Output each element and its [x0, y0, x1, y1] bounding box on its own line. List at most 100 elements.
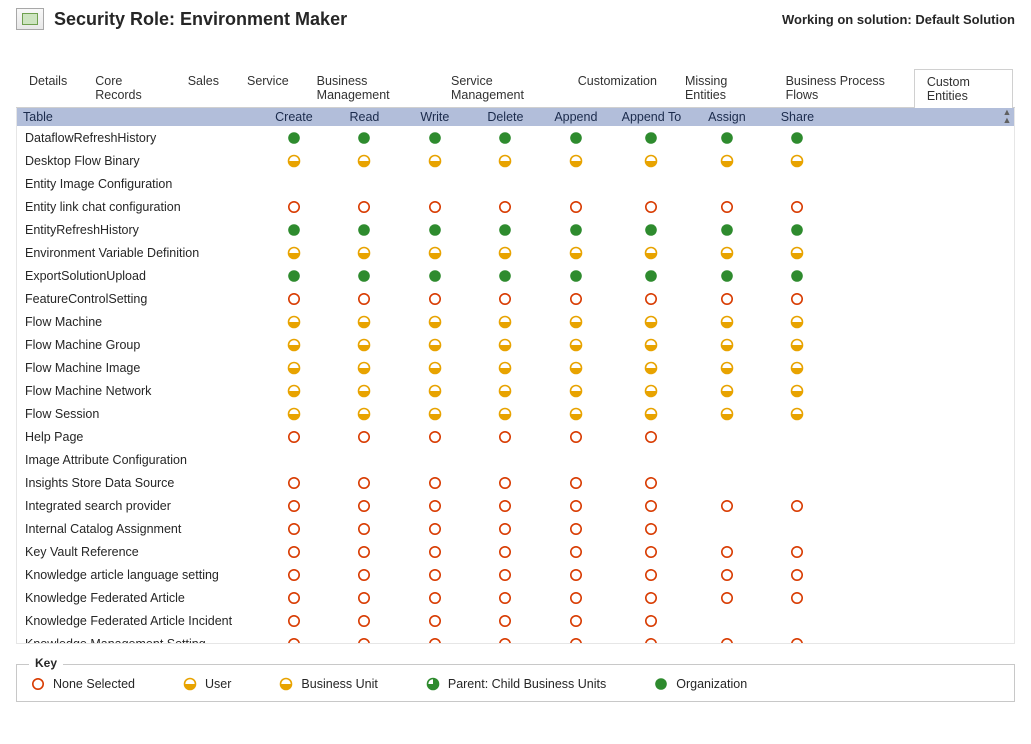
perm-cell[interactable] — [329, 632, 399, 643]
perm-cell[interactable] — [470, 356, 540, 379]
perm-cell[interactable] — [259, 471, 329, 494]
perm-cell[interactable] — [611, 402, 692, 425]
perm-cell[interactable] — [611, 563, 692, 586]
perm-cell[interactable] — [541, 241, 611, 264]
perm-cell[interactable] — [762, 402, 832, 425]
perm-cell[interactable] — [762, 632, 832, 643]
perm-cell[interactable] — [259, 333, 329, 356]
perm-cell[interactable] — [762, 540, 832, 563]
perm-cell[interactable] — [259, 563, 329, 586]
perm-cell[interactable] — [329, 586, 399, 609]
perm-cell[interactable] — [470, 333, 540, 356]
perm-cell[interactable] — [692, 494, 762, 517]
perm-cell[interactable] — [541, 149, 611, 172]
perm-cell[interactable] — [762, 586, 832, 609]
perm-cell[interactable] — [259, 632, 329, 643]
perm-cell[interactable] — [470, 149, 540, 172]
perm-cell[interactable] — [470, 494, 540, 517]
column-header-table[interactable]: Table — [17, 108, 259, 126]
perm-cell[interactable] — [541, 586, 611, 609]
perm-cell[interactable] — [541, 287, 611, 310]
perm-cell[interactable] — [329, 126, 399, 149]
perm-cell[interactable] — [541, 517, 611, 540]
perm-cell[interactable] — [541, 126, 611, 149]
perm-cell[interactable] — [400, 609, 470, 632]
perm-cell[interactable] — [470, 287, 540, 310]
perm-cell[interactable] — [259, 494, 329, 517]
perm-cell[interactable] — [470, 402, 540, 425]
perm-cell[interactable] — [611, 126, 692, 149]
perm-cell[interactable] — [611, 310, 692, 333]
perm-cell[interactable] — [692, 333, 762, 356]
perm-cell[interactable] — [259, 310, 329, 333]
perm-cell[interactable] — [762, 264, 832, 287]
perm-cell[interactable] — [400, 471, 470, 494]
perm-cell[interactable] — [400, 310, 470, 333]
perm-cell[interactable] — [692, 218, 762, 241]
perm-cell[interactable] — [762, 149, 832, 172]
perm-cell[interactable] — [541, 563, 611, 586]
perm-cell[interactable] — [611, 264, 692, 287]
perm-cell[interactable] — [400, 195, 470, 218]
perm-cell[interactable] — [259, 517, 329, 540]
perm-cell[interactable] — [329, 402, 399, 425]
perm-cell[interactable] — [470, 609, 540, 632]
perm-cell[interactable] — [470, 517, 540, 540]
perm-cell[interactable] — [400, 126, 470, 149]
perm-cell[interactable] — [400, 540, 470, 563]
perm-cell[interactable] — [692, 379, 762, 402]
column-header-append[interactable]: Append — [541, 108, 611, 126]
perm-cell[interactable] — [470, 218, 540, 241]
perm-cell[interactable] — [470, 586, 540, 609]
perm-cell[interactable] — [611, 149, 692, 172]
perm-cell[interactable] — [470, 264, 540, 287]
perm-cell[interactable] — [329, 379, 399, 402]
perm-cell[interactable] — [400, 632, 470, 643]
perm-cell[interactable] — [329, 425, 399, 448]
perm-cell[interactable] — [541, 632, 611, 643]
perm-cell[interactable] — [611, 540, 692, 563]
perm-cell[interactable] — [762, 494, 832, 517]
column-header-read[interactable]: Read — [329, 108, 399, 126]
perm-cell[interactable] — [400, 517, 470, 540]
perm-cell[interactable] — [329, 333, 399, 356]
perm-cell[interactable] — [400, 241, 470, 264]
perm-cell[interactable] — [400, 586, 470, 609]
perm-cell[interactable] — [329, 287, 399, 310]
perm-cell[interactable] — [692, 287, 762, 310]
perm-cell[interactable] — [611, 379, 692, 402]
perm-cell[interactable] — [259, 402, 329, 425]
perm-cell[interactable] — [259, 425, 329, 448]
perm-cell[interactable] — [400, 494, 470, 517]
perm-cell[interactable] — [541, 356, 611, 379]
perm-cell[interactable] — [611, 287, 692, 310]
perm-cell[interactable] — [259, 287, 329, 310]
perm-cell[interactable] — [329, 195, 399, 218]
perm-cell[interactable] — [259, 264, 329, 287]
column-header-delete[interactable]: Delete — [470, 108, 540, 126]
tab-core-records[interactable]: Core Records — [82, 68, 172, 107]
perm-cell[interactable] — [329, 356, 399, 379]
perm-cell[interactable] — [470, 471, 540, 494]
perm-cell[interactable] — [611, 241, 692, 264]
perm-cell[interactable] — [692, 540, 762, 563]
perm-cell[interactable] — [259, 149, 329, 172]
perm-cell[interactable] — [400, 264, 470, 287]
perm-cell[interactable] — [329, 563, 399, 586]
perm-cell[interactable] — [470, 126, 540, 149]
perm-cell[interactable] — [611, 218, 692, 241]
column-header-write[interactable]: Write — [400, 108, 470, 126]
tab-missing-entities[interactable]: Missing Entities — [672, 68, 771, 107]
perm-cell[interactable] — [400, 425, 470, 448]
perm-cell[interactable] — [762, 310, 832, 333]
perm-cell[interactable] — [259, 218, 329, 241]
tab-service-management[interactable]: Service Management — [438, 68, 563, 107]
perm-cell[interactable] — [762, 563, 832, 586]
perm-cell[interactable] — [692, 356, 762, 379]
perm-cell[interactable] — [692, 149, 762, 172]
perm-cell[interactable] — [541, 471, 611, 494]
perm-cell[interactable] — [762, 218, 832, 241]
perm-cell[interactable] — [259, 379, 329, 402]
perm-cell[interactable] — [259, 540, 329, 563]
perm-cell[interactable] — [259, 126, 329, 149]
